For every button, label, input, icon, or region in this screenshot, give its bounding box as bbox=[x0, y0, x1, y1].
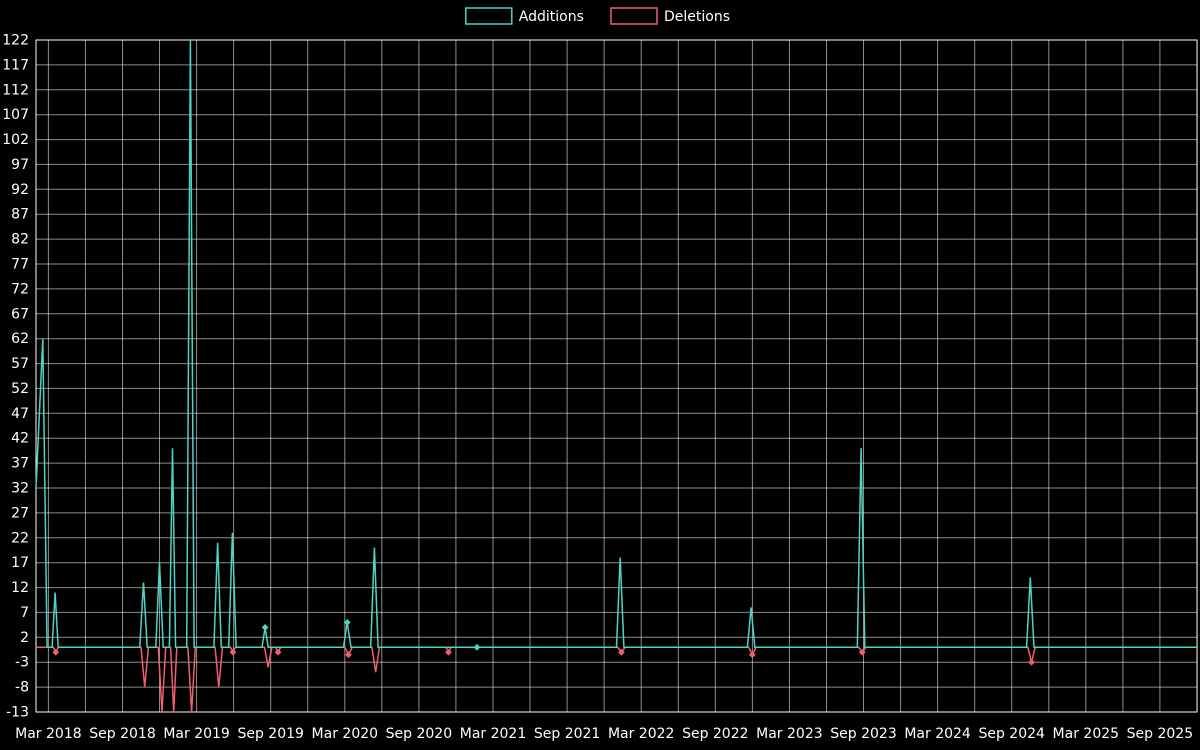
y-tick-label: -3 bbox=[15, 655, 29, 671]
y-tick-label: 32 bbox=[11, 481, 29, 497]
point-marker-deletions bbox=[445, 648, 452, 656]
point-marker-additions bbox=[261, 623, 269, 631]
x-tick-label: Mar 2022 bbox=[608, 726, 675, 742]
x-tick-label: Sep 2021 bbox=[534, 726, 600, 742]
gridlines bbox=[36, 39, 1197, 713]
x-tick-label: Mar 2025 bbox=[1053, 726, 1120, 742]
y-tick-label: 7 bbox=[20, 605, 29, 621]
x-tick-label: Sep 2024 bbox=[978, 726, 1045, 742]
y-axis-labels: -13-8-3271217222732374247525762677277828… bbox=[2, 33, 29, 721]
x-tick-label: Sep 2023 bbox=[830, 726, 896, 742]
x-tick-label: Sep 2018 bbox=[89, 726, 155, 742]
y-tick-label: 2 bbox=[20, 630, 29, 646]
y-tick-label: -13 bbox=[6, 705, 29, 721]
x-tick-label: Mar 2019 bbox=[163, 726, 230, 742]
series-additions bbox=[35, 39, 1197, 651]
x-tick-label: Sep 2025 bbox=[1127, 726, 1193, 742]
point-marker-additions bbox=[473, 643, 481, 651]
y-tick-label: 117 bbox=[2, 57, 29, 73]
x-axis-labels: Mar 2018 Sep 2018 Mar 2019 Sep 2019 Mar 2020… bbox=[15, 726, 1193, 742]
y-tick-label: 52 bbox=[11, 381, 29, 397]
y-tick-label: 87 bbox=[11, 207, 29, 223]
point-marker-deletions bbox=[858, 648, 866, 656]
y-tick-label: 57 bbox=[11, 356, 29, 372]
y-tick-label: 17 bbox=[11, 555, 29, 571]
legend: Additions Deletions bbox=[465, 7, 730, 25]
plot-border bbox=[35, 39, 1198, 713]
legend-label-additions: Additions bbox=[519, 9, 584, 25]
y-tick-label: 107 bbox=[2, 107, 29, 123]
x-tick-label: Sep 2022 bbox=[682, 726, 748, 742]
y-tick-label: 12 bbox=[11, 580, 29, 596]
x-tick-label: Mar 2020 bbox=[312, 726, 379, 742]
point-marker-deletions bbox=[52, 648, 60, 656]
y-tick-label: 77 bbox=[11, 257, 29, 273]
y-tick-label: 62 bbox=[11, 331, 29, 347]
x-tick-label: Mar 2021 bbox=[460, 726, 527, 742]
legend-swatch-deletions bbox=[610, 7, 658, 25]
point-marker-deletions bbox=[345, 651, 352, 659]
y-tick-label: 102 bbox=[2, 132, 29, 148]
point-marker-deletions bbox=[748, 651, 756, 659]
y-tick-label: 72 bbox=[11, 281, 29, 297]
x-tick-label: Sep 2020 bbox=[386, 726, 452, 742]
point-marker-deletions bbox=[1028, 658, 1035, 666]
y-tick-label: 22 bbox=[11, 530, 29, 546]
y-tick-label: 47 bbox=[11, 406, 29, 422]
y-tick-label: 122 bbox=[2, 33, 29, 49]
y-tick-label: -8 bbox=[15, 680, 29, 696]
legend-swatch-additions bbox=[465, 7, 513, 25]
y-tick-label: 42 bbox=[11, 431, 29, 447]
point-marker-deletions bbox=[229, 648, 237, 656]
x-tick-label: Sep 2019 bbox=[237, 726, 303, 742]
y-tick-label: 97 bbox=[11, 157, 29, 173]
legend-label-deletions: Deletions bbox=[664, 9, 730, 25]
x-tick-label: Mar 2024 bbox=[904, 726, 971, 742]
x-tick-label: Mar 2023 bbox=[756, 726, 823, 742]
point-marker-deletions bbox=[618, 648, 625, 656]
series-line-additions bbox=[35, 39, 1197, 649]
y-tick-label: 67 bbox=[11, 306, 29, 322]
y-tick-label: 112 bbox=[2, 82, 29, 98]
point-marker-deletions bbox=[274, 648, 282, 656]
y-tick-label: 27 bbox=[11, 505, 29, 521]
y-tick-label: 37 bbox=[11, 456, 29, 472]
y-tick-label: 82 bbox=[11, 232, 29, 248]
point-marker-additions bbox=[343, 619, 351, 626]
x-tick-label: Mar 2018 bbox=[15, 726, 82, 742]
y-tick-label: 92 bbox=[11, 182, 29, 198]
